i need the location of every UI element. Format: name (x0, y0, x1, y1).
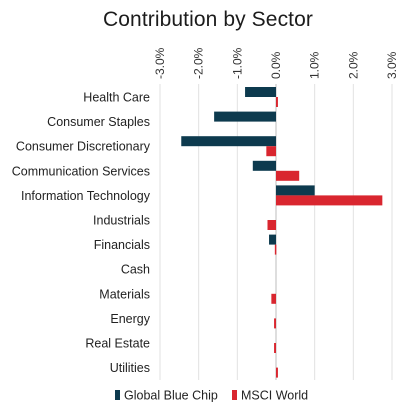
legend-label: Global Blue Chip (124, 389, 218, 403)
category-label: Financials (94, 238, 150, 252)
category-label: Health Care (83, 91, 150, 105)
bar-msci-world (274, 244, 277, 255)
legend-swatch (232, 390, 237, 400)
bar-global-blue-chip (276, 185, 315, 196)
x-tick-label: 2.0% (346, 51, 360, 79)
category-label: Industrials (93, 214, 150, 228)
gridlines (159, 84, 393, 380)
x-tick-label: -3.0% (153, 47, 167, 79)
bar-msci-world (271, 293, 276, 304)
category-label: Consumer Staples (47, 115, 150, 129)
x-axis-ticks: -3.0% -2.0% -1.0% 0.0% 1.0% 2.0% 3.0% (153, 47, 399, 79)
bar-msci-world (274, 318, 276, 329)
bar-msci-world (276, 170, 300, 181)
x-tick-label: 0.0% (269, 51, 283, 79)
bar-global-blue-chip (245, 87, 276, 97)
bar-msci-world (276, 195, 383, 206)
category-label: Information Technology (21, 189, 151, 203)
legend-label: MSCI World (241, 389, 308, 403)
category-label: Communication Services (12, 164, 150, 178)
bar-msci-world (266, 146, 276, 157)
category-label: Cash (121, 263, 150, 277)
legend: Global Blue Chip MSCI World (115, 389, 308, 403)
bar-msci-world (274, 343, 276, 353)
x-tick-label: 1.0% (308, 51, 322, 79)
bar-global-blue-chip (181, 136, 276, 147)
bar-msci-world (276, 367, 278, 378)
category-label: Real Estate (85, 337, 150, 351)
bars (181, 87, 383, 378)
category-labels: Health Care Consumer Staples Consumer Disc… (12, 91, 151, 376)
category-label: Utilities (110, 361, 150, 375)
chart-title: Contribution by Sector (103, 8, 313, 31)
category-label: Materials (99, 287, 150, 301)
bar-msci-world (276, 97, 278, 107)
x-tick-label: -1.0% (230, 47, 244, 79)
category-label: Energy (110, 312, 150, 326)
x-tick-label: 3.0% (385, 51, 399, 79)
bar-global-blue-chip (252, 160, 276, 171)
x-tick-label: -2.0% (192, 47, 206, 79)
bar-global-blue-chip (269, 234, 276, 245)
bar-global-blue-chip (214, 111, 276, 122)
bar-msci-world (267, 220, 276, 230)
legend-swatch (115, 390, 120, 400)
category-label: Consumer Discretionary (16, 140, 151, 154)
